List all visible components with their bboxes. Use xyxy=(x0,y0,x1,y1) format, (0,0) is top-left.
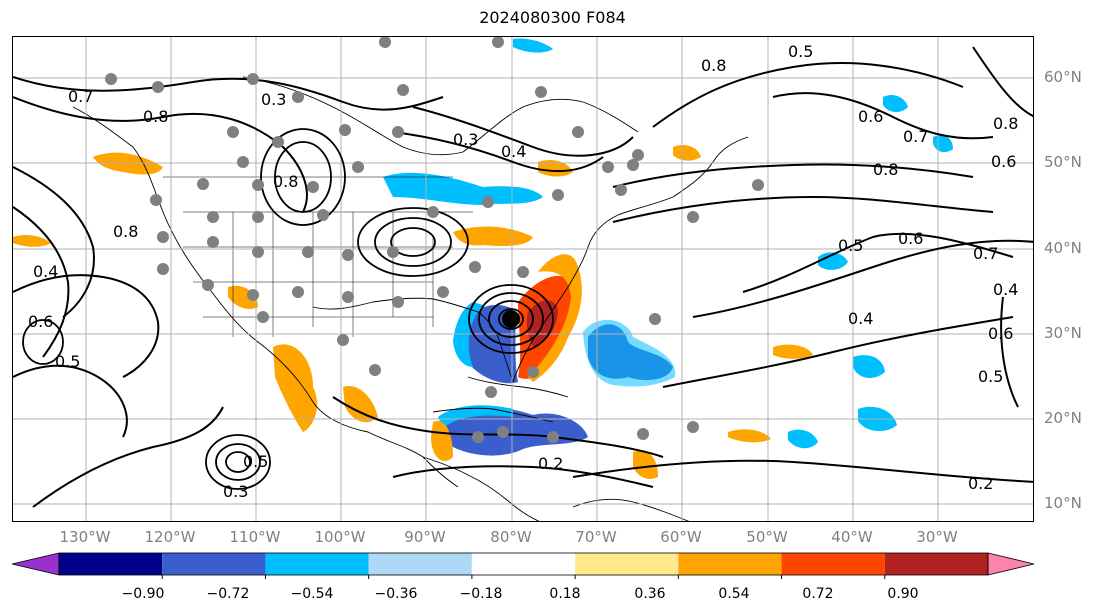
lon-label: 90°W xyxy=(404,528,446,546)
colorbar-extend-high xyxy=(987,552,1035,576)
mid-atl-cyan xyxy=(818,252,848,270)
south-atl-cyan2 xyxy=(788,429,818,449)
contour-label: 0.6 xyxy=(858,107,883,126)
contour-label: 0.3 xyxy=(453,130,478,149)
contour-label: 0.4 xyxy=(993,280,1018,299)
contour-label: 0.7 xyxy=(903,127,928,146)
lat-label: 60°N xyxy=(1044,68,1082,86)
hudson-cyan xyxy=(513,38,553,53)
colorbar-tick-label: 0.36 xyxy=(634,586,666,602)
contour-label: 0.8 xyxy=(873,160,898,179)
contour-label: 0.6 xyxy=(898,229,923,248)
gulf-orange xyxy=(343,386,378,423)
lat-label: 50°N xyxy=(1044,153,1082,171)
colorbar-bin xyxy=(162,553,266,575)
map-title: 2024080300 F084 xyxy=(479,8,626,27)
contour-label: 0.8 xyxy=(701,56,726,75)
north-atl-cyan2 xyxy=(933,135,953,153)
contour-label: 0.7 xyxy=(973,244,998,263)
contour-label: 0.5 xyxy=(788,42,813,61)
lon-label: 130°W xyxy=(59,528,111,546)
lat-label: 20°N xyxy=(1044,409,1082,427)
contour-label: 0.6 xyxy=(988,324,1013,343)
colorbar-bin xyxy=(368,553,472,575)
colorbar-bin xyxy=(265,553,369,575)
colorbar-tick-label: 0.90 xyxy=(887,586,919,602)
contour-label: 0.8 xyxy=(993,114,1018,133)
storm-rings xyxy=(22,128,554,490)
colorbar-tick-label: 0.72 xyxy=(802,586,834,602)
lon-label: 50°W xyxy=(746,528,788,546)
colorbar-bin xyxy=(678,553,782,575)
state-borders xyxy=(163,176,473,337)
contour-label: 0.4 xyxy=(501,142,526,161)
contour-label: 0.7 xyxy=(68,87,93,106)
lon-label: 30°W xyxy=(916,528,958,546)
contour-label: 0.4 xyxy=(848,309,873,328)
caribbean-blue-halo xyxy=(438,405,513,429)
storm-center-marker xyxy=(502,310,520,328)
map-plot-area: 0.8 0.7 0.3 0.8 0.8 0.3 0.4 0.5 0.6 0.7 … xyxy=(12,36,1034,522)
lat-label: 10°N xyxy=(1044,494,1082,512)
lon-label: 110°W xyxy=(229,528,281,546)
lon-label: 120°W xyxy=(144,528,196,546)
hudson-orange xyxy=(538,160,573,177)
colorbar-bin xyxy=(471,553,576,575)
north-atl-cyan xyxy=(883,95,908,113)
lon-label: 70°W xyxy=(575,528,617,546)
pacific-nw-orange xyxy=(93,152,163,175)
lon-label: 80°W xyxy=(490,528,532,546)
contour-label: 0.8 xyxy=(273,172,298,191)
colorbar-tick-label: −0.90 xyxy=(121,586,165,602)
contour-label: 0.5 xyxy=(978,367,1003,386)
contour-label: 0.6 xyxy=(28,312,53,331)
lon-label: 40°W xyxy=(831,528,873,546)
colorbar-tick-label: −0.18 xyxy=(459,586,503,602)
atlantic-cyan xyxy=(583,319,676,387)
colorbar-tick-label: −0.72 xyxy=(206,586,250,602)
colorbar-extend-low xyxy=(11,552,60,576)
contour-label: 0.5 xyxy=(838,236,863,255)
colorbar-tick-label: −0.54 xyxy=(290,586,334,602)
lon-label: 60°W xyxy=(660,528,702,546)
labrador-orange xyxy=(673,145,701,161)
south-orange xyxy=(633,450,658,479)
colorbar-bin xyxy=(59,553,163,575)
central-america-orange xyxy=(431,421,453,461)
shaded-regions xyxy=(13,38,953,479)
contour-label: 0.8 xyxy=(143,107,168,126)
contour-label: 0.6 xyxy=(991,152,1016,171)
gulf-stream-orange xyxy=(773,344,813,359)
contour-label: 0.3 xyxy=(223,482,248,501)
colorbar-bin xyxy=(575,553,679,575)
map-svg: 0.8 0.7 0.3 0.8 0.8 0.3 0.4 0.5 0.6 0.7 … xyxy=(13,37,1033,521)
colorbar-tick-label: 0.18 xyxy=(549,586,581,602)
west-orange-edge xyxy=(13,235,51,247)
lon-label: 100°W xyxy=(314,528,366,546)
east-atl-cyan xyxy=(853,355,885,379)
great-lakes-blue xyxy=(383,172,543,205)
lat-label: 40°N xyxy=(1044,239,1082,257)
contour-label: 0.2 xyxy=(538,454,563,473)
contour-label: 0.3 xyxy=(261,90,286,109)
contour-label: 0.4 xyxy=(33,262,58,281)
northeast-orange xyxy=(453,226,533,247)
station-dots xyxy=(105,37,764,443)
colorbar-bin xyxy=(884,553,988,575)
contour-label: 0.2 xyxy=(968,474,993,493)
contour-label: 0.8 xyxy=(113,222,138,241)
colorbar-tick-label: −0.36 xyxy=(374,586,418,602)
mexico-orange xyxy=(273,344,318,432)
storm-orange-halo xyxy=(528,254,582,382)
lat-label: 30°N xyxy=(1044,324,1082,342)
colorbar-tick-label: 0.54 xyxy=(718,586,750,602)
contour-label: 0.5 xyxy=(55,352,80,371)
contour-labels: 0.8 0.7 0.3 0.8 0.8 0.3 0.4 0.5 0.6 0.7 … xyxy=(28,42,1018,501)
colorbar-bin xyxy=(781,553,885,575)
east-atl-orange xyxy=(728,429,771,443)
colorbar-border xyxy=(58,552,989,576)
contour-label: 0.5 xyxy=(243,452,268,471)
coastlines xyxy=(72,76,749,521)
